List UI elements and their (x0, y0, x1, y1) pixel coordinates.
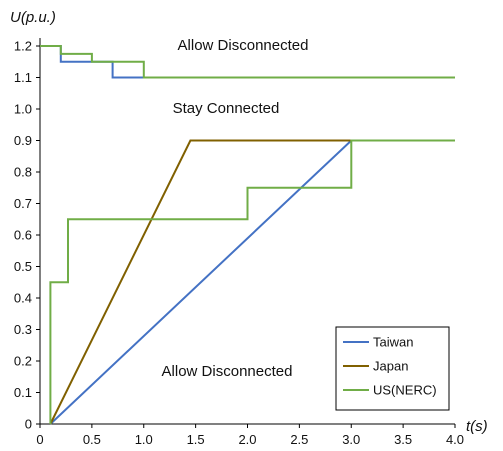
y-tick-label: 0.2 (14, 354, 32, 369)
plot-area: 0 0.5 1.0 1.5 2.0 2.5 3.0 3.5 4.0 00.10.20.30.40… (14, 38, 464, 447)
legend-entry-taiwan: Taiwan (373, 335, 413, 350)
y-tick-label: 1.1 (14, 70, 32, 85)
x-tick-label: 3.5 (394, 432, 412, 447)
x-tick-label: 2.0 (238, 432, 256, 447)
y-axis-label: U(p.u.) (10, 9, 56, 26)
legend-entry-japan: Japan (373, 359, 408, 374)
series-line-us-nerc-upper (40, 45, 455, 79)
y-tick-label: 0.5 (14, 259, 32, 274)
series-line-japan-lower (49, 139, 352, 425)
y-tick-group: 0 0.1 0.2 0.3 0.4 0.5 0.6 0.7 0.8 0.9 1.0 1.1 1.2 (14, 39, 40, 432)
y-tick-label: 0.8 (14, 165, 32, 180)
series-lines (40, 45, 455, 425)
legend-box (335, 326, 450, 411)
x-tick-label: 0 (36, 432, 43, 447)
x-tick-label: 3.0 (342, 432, 360, 447)
y-tick-label: 0.4 (14, 291, 32, 306)
series-line-us-nerc-lower (49, 139, 455, 424)
y-tick-label: 0.7 (14, 196, 32, 211)
x-tick-label: 1.0 (135, 432, 153, 447)
y-tick-label: 0.6 (14, 228, 32, 243)
x-tick-label: 1.5 (187, 432, 205, 447)
annotation-allow-disconnected-bottom: Allow Disconnected (162, 363, 293, 380)
x-tick-label: 0.5 (83, 432, 101, 447)
annotation-allow-disconnected-top: Allow Disconnected (178, 37, 309, 54)
y-tick-label: 1.0 (14, 102, 32, 117)
legend: Taiwan Japan US(NERC) (335, 326, 450, 411)
legend-entry-us-nerc: US(NERC) (373, 383, 437, 398)
y-tick-label: 1.2 (14, 39, 32, 54)
y-tick-label: 0.9 (14, 133, 32, 148)
x-tick-group: 0 0.5 1.0 1.5 2.0 2.5 3.0 3.5 4.0 (36, 424, 464, 447)
y-tick-label: 0.3 (14, 322, 32, 337)
y-tick-label: 0 (25, 417, 32, 432)
y-tick-label: 0.1 (14, 385, 32, 400)
x-tick-label: 2.5 (290, 432, 308, 447)
annotation-stay-connected: Stay Connected (173, 100, 280, 117)
x-tick-label: 4.0 (446, 432, 464, 447)
x-axis-label: t(s) (466, 418, 488, 435)
